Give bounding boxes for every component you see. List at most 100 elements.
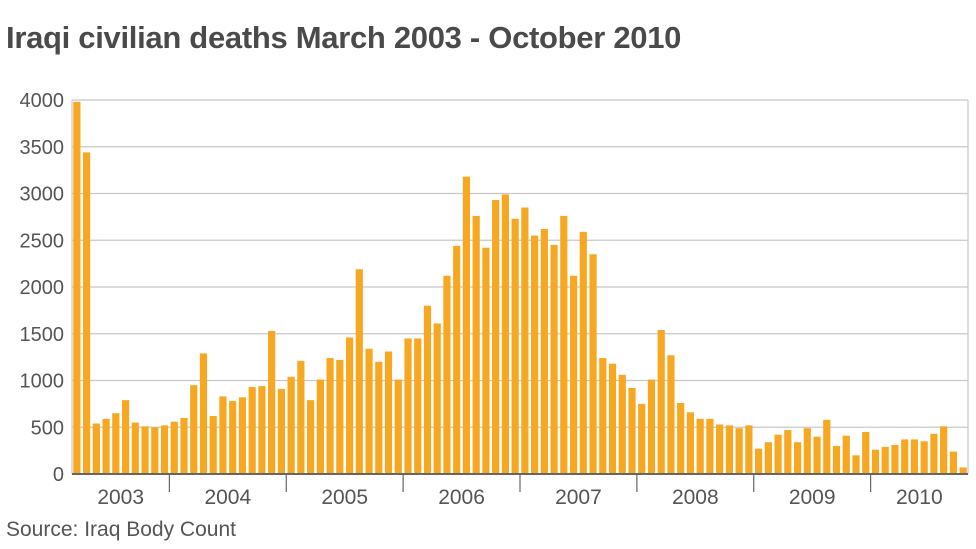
bar bbox=[560, 215, 568, 474]
x-tick-label: 2007 bbox=[555, 486, 602, 509]
bar bbox=[199, 353, 208, 474]
bar bbox=[823, 419, 831, 474]
x-tick-label: 2009 bbox=[789, 486, 836, 509]
bar bbox=[803, 428, 811, 474]
y-tick-label: 1000 bbox=[20, 371, 65, 393]
bar bbox=[492, 200, 500, 475]
bar bbox=[121, 400, 130, 474]
y-tick-label: 500 bbox=[31, 417, 64, 439]
bar bbox=[307, 400, 315, 474]
bar bbox=[852, 455, 860, 474]
bar bbox=[920, 441, 928, 474]
y-tick-label: 4000 bbox=[20, 90, 65, 112]
bar bbox=[326, 358, 334, 474]
bar bbox=[638, 403, 646, 475]
x-axis-ticks: 2003 2004 2005 2006 2007 2008 2009 2010 bbox=[97, 474, 943, 509]
bar bbox=[550, 244, 558, 474]
bar bbox=[414, 338, 422, 474]
bar bbox=[258, 386, 266, 474]
bar bbox=[375, 361, 383, 474]
bar bbox=[151, 427, 159, 474]
y-tick-label: 2000 bbox=[20, 277, 65, 299]
bar bbox=[462, 176, 471, 475]
bar bbox=[277, 388, 285, 474]
bar bbox=[316, 379, 324, 474]
bar bbox=[160, 425, 169, 474]
bar bbox=[813, 436, 821, 474]
bar bbox=[716, 424, 724, 474]
bar bbox=[511, 218, 519, 474]
y-tick-label: 1500 bbox=[20, 324, 65, 346]
bar bbox=[238, 397, 247, 474]
bar bbox=[940, 426, 948, 474]
y-tick-label: 0 bbox=[53, 464, 64, 486]
bar bbox=[667, 355, 675, 474]
x-tick-label: 2010 bbox=[896, 486, 943, 509]
bar bbox=[180, 417, 188, 474]
bar bbox=[686, 412, 695, 474]
x-tick-label: 2008 bbox=[672, 486, 719, 509]
y-tick-label: 3500 bbox=[20, 137, 65, 159]
bars bbox=[73, 101, 967, 475]
bar bbox=[190, 385, 198, 474]
bar bbox=[832, 445, 841, 474]
bar bbox=[229, 401, 237, 474]
bar bbox=[745, 425, 753, 474]
bar bbox=[219, 396, 227, 474]
x-tick-label: 2006 bbox=[438, 486, 485, 509]
bar bbox=[706, 418, 714, 474]
bar bbox=[73, 101, 81, 475]
bar bbox=[404, 338, 412, 474]
bar bbox=[725, 425, 733, 474]
bar bbox=[384, 351, 393, 474]
bar bbox=[531, 235, 539, 474]
bar bbox=[355, 269, 363, 474]
source-note: Source: Iraq Body Count bbox=[6, 518, 236, 541]
bar bbox=[365, 348, 373, 474]
bar bbox=[501, 194, 509, 474]
bar bbox=[657, 330, 665, 474]
bar bbox=[793, 442, 802, 474]
bar bbox=[959, 467, 967, 474]
bar bbox=[141, 426, 149, 474]
bar bbox=[628, 387, 636, 474]
chart-title: Iraqi civilian deaths March 2003 - Octob… bbox=[6, 20, 682, 55]
bar bbox=[881, 446, 889, 474]
bar bbox=[784, 430, 792, 474]
y-tick-label: 2500 bbox=[20, 230, 65, 252]
bar bbox=[910, 439, 919, 474]
bar bbox=[345, 337, 354, 474]
bar bbox=[443, 275, 451, 474]
bar bbox=[131, 422, 139, 474]
bar bbox=[774, 434, 782, 474]
bar bbox=[842, 435, 850, 474]
bar bbox=[735, 428, 743, 474]
bar bbox=[569, 275, 578, 474]
bar bbox=[891, 445, 899, 474]
y-axis-ticks: 0 500 1000 1500 2000 2500 3000 3500 4000 bbox=[20, 90, 65, 486]
bar bbox=[608, 363, 617, 474]
bar bbox=[949, 451, 957, 474]
bar bbox=[755, 448, 763, 474]
bar bbox=[521, 207, 529, 474]
x-tick-label: 2003 bbox=[97, 486, 144, 509]
bar bbox=[901, 439, 909, 474]
bar bbox=[394, 379, 402, 474]
bar bbox=[112, 413, 120, 474]
y-tick-label: 3000 bbox=[20, 184, 65, 206]
bar bbox=[102, 418, 110, 474]
bar bbox=[83, 152, 91, 475]
bar bbox=[170, 421, 178, 474]
bar bbox=[433, 323, 441, 474]
bar bbox=[423, 305, 432, 474]
bar bbox=[540, 229, 548, 474]
bar bbox=[209, 416, 217, 474]
bar bbox=[92, 423, 100, 474]
bar bbox=[696, 418, 704, 474]
bar bbox=[248, 387, 256, 474]
bar bbox=[647, 379, 656, 474]
bar bbox=[297, 360, 305, 474]
bar bbox=[618, 374, 626, 474]
bar bbox=[930, 433, 938, 474]
